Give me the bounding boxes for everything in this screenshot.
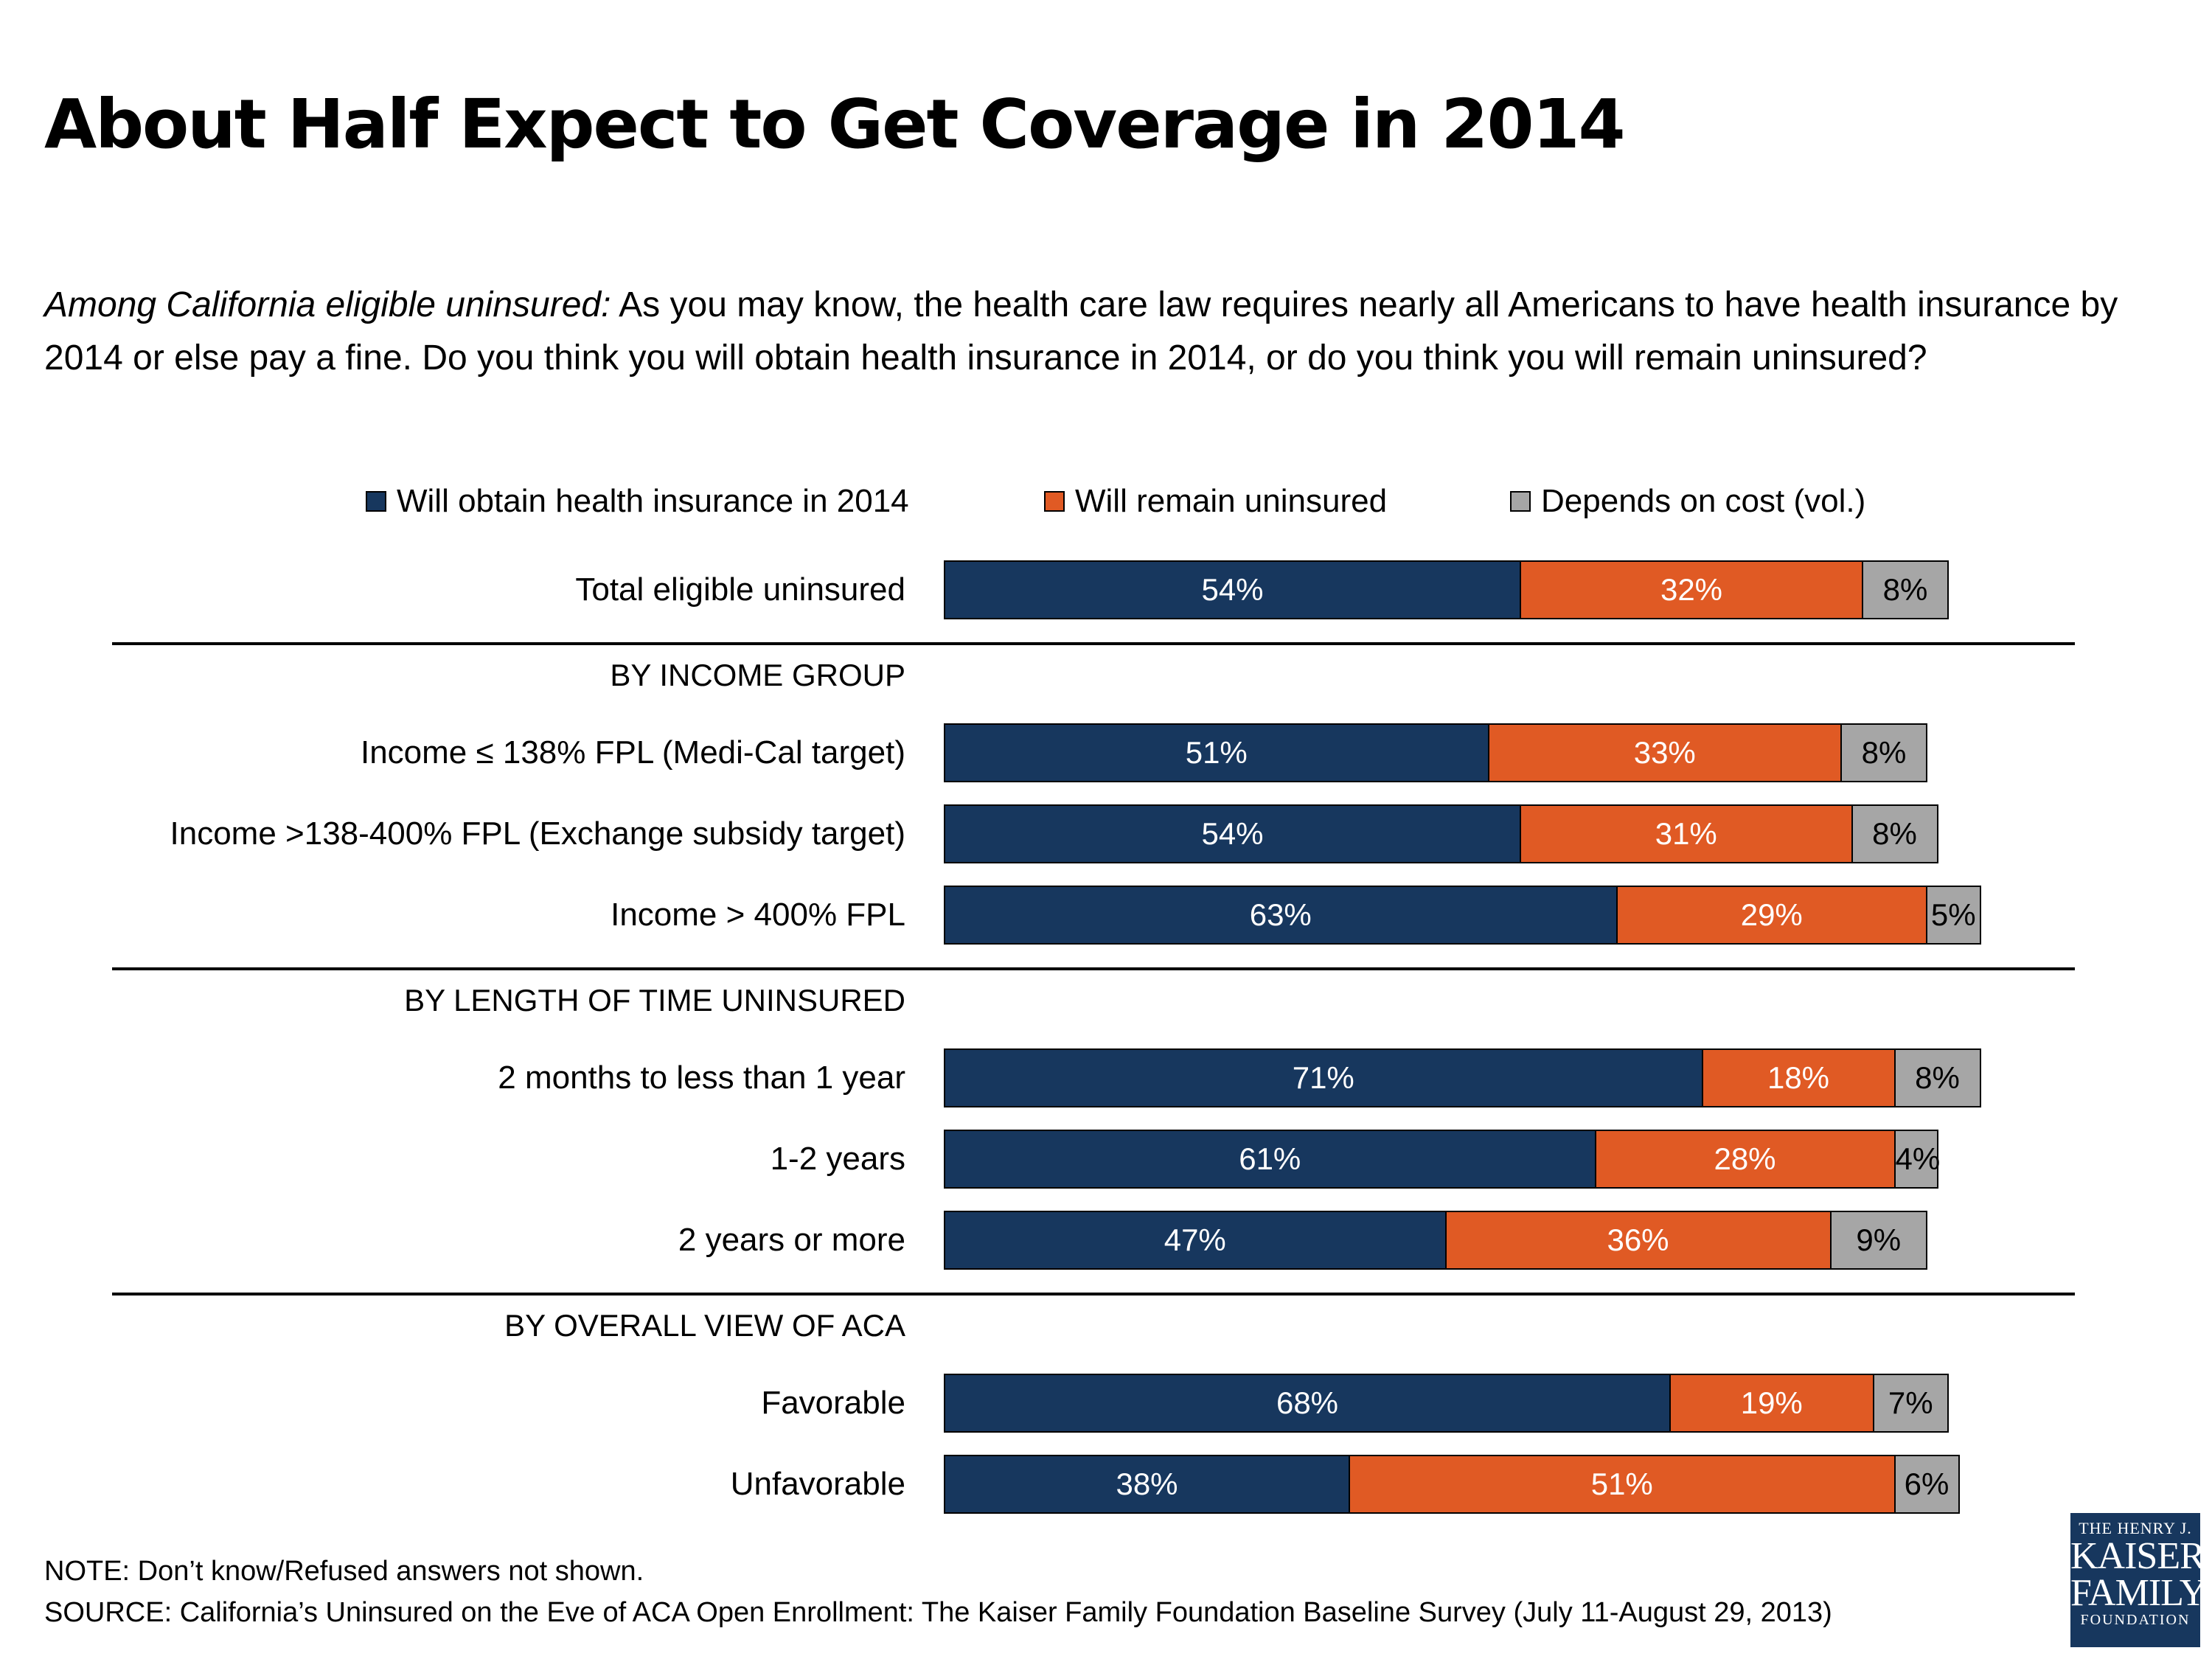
- row-label: 2 months to less than 1 year: [498, 1060, 905, 1096]
- bar-segment-remain: 28%: [1596, 1130, 1896, 1189]
- bar-segment-remain: 36%: [1446, 1211, 1832, 1270]
- row-label: Total eligible uninsured: [575, 571, 905, 608]
- legend-item-depends: Depends on cost (vol.): [1510, 483, 1865, 520]
- bar-segment-obtain: 54%: [944, 804, 1521, 863]
- legend-item-remain: Will remain uninsured: [1044, 483, 1387, 520]
- bar-row: 68% 19% 7%: [944, 1374, 1949, 1433]
- bar-segment-depends: 5%: [1927, 886, 1981, 945]
- bar-segment-depends: 4%: [1895, 1130, 1940, 1189]
- legend-swatch-depends: [1510, 491, 1531, 512]
- bar-segment-obtain: 61%: [944, 1130, 1596, 1189]
- section-divider: [112, 1293, 2075, 1295]
- bar-segment-depends: 8%: [1842, 723, 1927, 782]
- legend-label-remain: Will remain uninsured: [1075, 483, 1388, 519]
- bar-segment-remain: 32%: [1521, 560, 1863, 619]
- legend-label-obtain: Will obtain health insurance in 2014: [397, 483, 909, 519]
- kaiser-family-foundation-logo: THE HENRY J. KAISER FAMILY FOUNDATION: [2070, 1513, 2207, 1647]
- bar-segment-depends: 6%: [1895, 1455, 1960, 1514]
- legend-label-depends: Depends on cost (vol.): [1541, 483, 1866, 519]
- bar-segment-remain: 29%: [1617, 886, 1927, 945]
- footnote-source: SOURCE: California’s Uninsured on the Ev…: [44, 1597, 1832, 1628]
- survey-question: Among California eligible uninsured: As …: [44, 279, 2168, 385]
- bar-segment-remain: 31%: [1521, 804, 1853, 863]
- bar-segment-depends: 9%: [1831, 1211, 1927, 1270]
- bar-segment-remain: 51%: [1350, 1455, 1896, 1514]
- bar-segment-depends: 8%: [1852, 804, 1938, 863]
- section-label: BY OVERALL VIEW OF ACA: [504, 1308, 905, 1343]
- legend-swatch-obtain: [366, 491, 386, 512]
- bar-row: 54% 31% 8%: [944, 804, 1938, 863]
- logo-line-1: THE HENRY J.: [2079, 1519, 2192, 1537]
- bar-segment-remain: 19%: [1671, 1374, 1874, 1433]
- legend-item-obtain: Will obtain health insurance in 2014: [366, 483, 909, 520]
- row-label: Unfavorable: [730, 1466, 905, 1502]
- bar-segment-remain: 18%: [1703, 1048, 1896, 1107]
- bar-segment-obtain: 71%: [944, 1048, 1703, 1107]
- question-intro: Among California eligible uninsured:: [44, 285, 611, 324]
- bar-segment-obtain: 54%: [944, 560, 1521, 619]
- bar-segment-depends: 8%: [1863, 560, 1949, 619]
- bar-row: 71% 18% 8%: [944, 1048, 1981, 1107]
- row-label: Income >138-400% FPL (Exchange subsidy t…: [170, 815, 905, 852]
- bar-segment-obtain: 38%: [944, 1455, 1350, 1514]
- question-text: As you may know, the health care law req…: [44, 285, 2118, 378]
- bar-segment-obtain: 68%: [944, 1374, 1671, 1433]
- logo-line-3: FOUNDATION: [2080, 1612, 2191, 1628]
- row-label: 1-2 years: [770, 1141, 905, 1177]
- footnote-note: NOTE: Don’t know/Refused answers not sho…: [44, 1556, 644, 1587]
- bar-row: 51% 33% 8%: [944, 723, 1927, 782]
- bar-segment-obtain: 51%: [944, 723, 1489, 782]
- section-label: BY INCOME GROUP: [610, 658, 905, 692]
- logo-line-2a: KAISER: [2070, 1535, 2205, 1577]
- bar-segment-remain: 33%: [1489, 723, 1842, 782]
- row-label: Income > 400% FPL: [611, 897, 905, 933]
- section-divider: [112, 967, 2075, 970]
- row-label: Income ≤ 138% FPL (Medi-Cal target): [360, 734, 905, 771]
- legend-swatch-remain: [1044, 491, 1065, 512]
- bar-segment-obtain: 47%: [944, 1211, 1447, 1270]
- bar-segment-depends: 7%: [1874, 1374, 1949, 1433]
- row-label: 2 years or more: [678, 1222, 905, 1258]
- section-label: BY LENGTH OF TIME UNINSURED: [404, 983, 905, 1018]
- bar-row: 54% 32% 8%: [944, 560, 1949, 619]
- bar-segment-obtain: 63%: [944, 886, 1618, 945]
- bar-row: 63% 29% 5%: [944, 886, 1981, 945]
- bar-row: 61% 28% 4%: [944, 1130, 1940, 1189]
- chart-title: About Half Expect to Get Coverage in 201…: [44, 85, 1625, 164]
- logo-line-2b: FAMILY: [2070, 1572, 2207, 1614]
- bar-segment-depends: 8%: [1895, 1048, 1981, 1107]
- row-label: Favorable: [761, 1385, 905, 1421]
- section-divider: [112, 642, 2075, 645]
- bar-row: 47% 36% 9%: [944, 1211, 1927, 1270]
- bar-row: 38% 51% 6%: [944, 1455, 1960, 1514]
